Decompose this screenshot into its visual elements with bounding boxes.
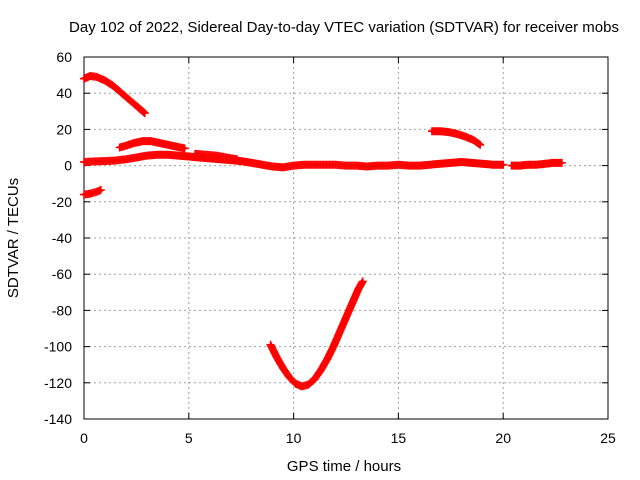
y-tick-label: -80 xyxy=(52,302,72,318)
data-point xyxy=(499,160,508,169)
x-tick-label: 25 xyxy=(600,430,616,446)
series-arc-6 xyxy=(266,277,367,391)
data-point xyxy=(180,144,189,153)
series-arc-2 xyxy=(80,186,105,199)
y-tick-label: 20 xyxy=(56,121,72,137)
x-axis-title: GPS time / hours xyxy=(287,458,401,475)
series-arc-7 xyxy=(427,127,485,149)
y-tick-label: -100 xyxy=(44,339,72,355)
y-tick-label: 0 xyxy=(64,158,72,174)
x-tick-label: 15 xyxy=(391,430,407,446)
series-arc-5 xyxy=(191,149,242,164)
grid xyxy=(84,57,608,419)
y-tick-label: -60 xyxy=(52,266,72,282)
y-axis-title: SDTVAR / TECUs xyxy=(5,178,22,298)
axis-ticks: 0 5 10 15 20 25 -140 -120 -100 -80 -60 -40 -20 0 20 40 6… xyxy=(44,49,616,446)
data-point xyxy=(233,155,242,164)
data-point xyxy=(96,186,105,195)
y-tick-label: -40 xyxy=(52,230,72,246)
x-tick-label: 5 xyxy=(185,430,193,446)
series-arc-1 xyxy=(80,72,149,118)
data-point xyxy=(140,109,149,118)
data-point xyxy=(139,108,148,117)
data-points xyxy=(80,72,566,391)
y-tick-label: 60 xyxy=(56,49,72,65)
data-point xyxy=(476,140,485,149)
data-point xyxy=(557,158,566,167)
y-tick-label: -20 xyxy=(52,194,72,210)
data-point xyxy=(358,277,367,286)
x-tick-label: 0 xyxy=(80,430,88,446)
series-arc-4 xyxy=(115,137,189,153)
series-arc-8 xyxy=(507,158,566,170)
x-tick-label: 20 xyxy=(495,430,511,446)
y-tick-label: -120 xyxy=(44,375,72,391)
chart-title: Day 102 of 2022, Sidereal Day-to-day VTE… xyxy=(69,19,619,36)
y-tick-label: 40 xyxy=(56,85,72,101)
data-point xyxy=(474,139,483,148)
x-tick-label: 10 xyxy=(286,430,302,446)
y-tick-label: -140 xyxy=(44,411,72,427)
series-arc-3 xyxy=(80,150,508,172)
